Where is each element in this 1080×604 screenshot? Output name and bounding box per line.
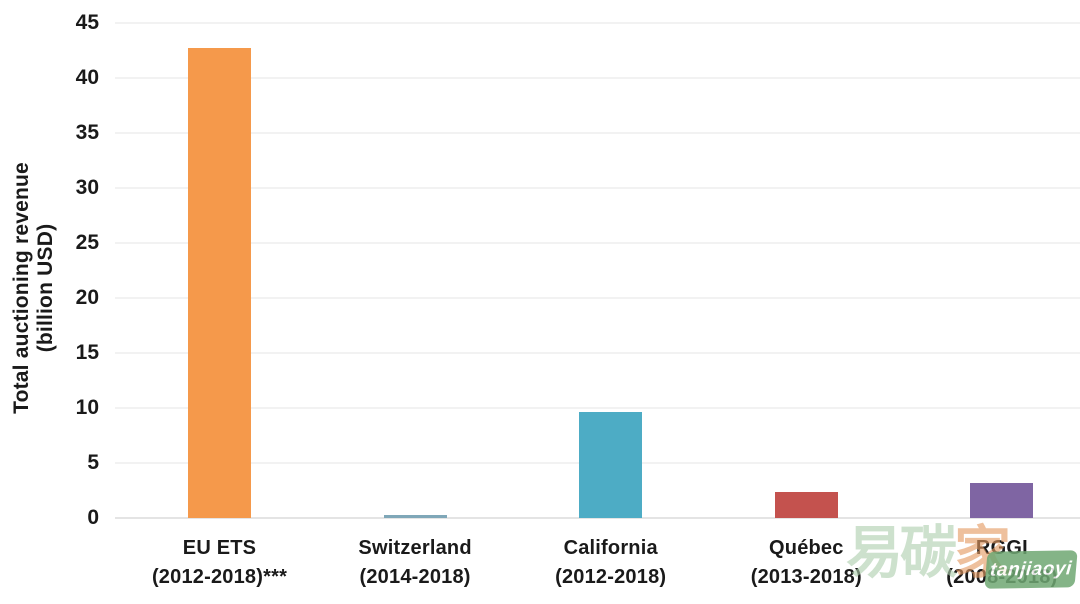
category-label-california: California (2012-2018)	[513, 534, 709, 592]
gridline-y45	[115, 22, 1080, 24]
category-period-quebec: (2013-2018)	[750, 566, 862, 588]
gridline-y10	[115, 407, 1080, 409]
category-name-switzerland: Switzerland	[358, 537, 472, 559]
category-period-california: (2012-2018)	[555, 566, 667, 588]
watermark-char-2: 碳	[900, 521, 957, 585]
category-label-switzerland: Switzerland (2014-2018)	[317, 534, 513, 592]
bar-switzerland	[383, 515, 447, 518]
category-name-california: California	[563, 537, 658, 559]
gridline-y20	[115, 297, 1080, 299]
category-period-switzerland: (2014-2018)	[359, 566, 471, 588]
y-tick-label-30: 30	[75, 176, 99, 199]
watermark-badge-label: tanjiaoyi	[989, 557, 1073, 581]
y-tick-label-5: 5	[87, 451, 99, 474]
bar-quebec	[774, 492, 838, 518]
category-label-quebec: Québec (2013-2018)	[708, 534, 904, 592]
gridline-y25	[115, 242, 1080, 244]
category-name-eu-ets: EU ETS	[182, 537, 257, 559]
y-tick-label-45: 45	[75, 11, 99, 34]
bar-california	[579, 412, 643, 518]
bar-rggi	[970, 483, 1034, 518]
watermark-char-1: 易	[846, 521, 903, 585]
category-period-eu-ets: (2012-2018)***	[151, 566, 288, 588]
y-axis-title-line1: Total auctioning revenue	[10, 162, 33, 414]
y-tick-label-20: 20	[75, 286, 99, 309]
y-tick-label-0: 0	[87, 506, 99, 529]
category-name-quebec: Québec	[769, 537, 844, 559]
y-tick-label-10: 10	[75, 396, 99, 419]
y-tick-label-35: 35	[75, 121, 99, 144]
x-axis-line	[115, 517, 1080, 519]
y-tick-label-40: 40	[75, 66, 99, 89]
gridline-y15	[115, 352, 1080, 354]
gridline-y30	[115, 187, 1080, 189]
gridline-y40	[115, 77, 1080, 79]
gridline-y35	[115, 132, 1080, 134]
category-label-eu-ets: EU ETS (2012-2018)***	[122, 534, 318, 592]
bar-eu-ets	[188, 48, 251, 518]
y-tick-label-15: 15	[75, 341, 99, 364]
watermark: 易碳家	[846, 518, 1011, 588]
y-tick-label-25: 25	[75, 231, 99, 254]
watermark-badge: tanjiaoyi	[984, 550, 1078, 589]
